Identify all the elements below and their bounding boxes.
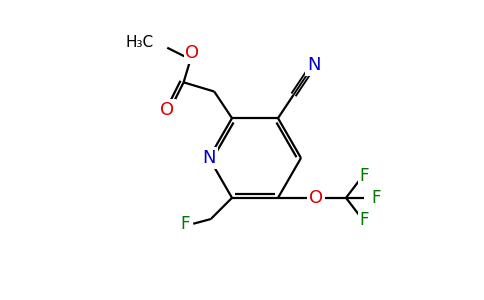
Text: F: F — [359, 211, 369, 229]
Text: N: N — [202, 149, 216, 167]
Text: N: N — [307, 56, 320, 74]
Text: F: F — [371, 189, 381, 207]
Text: F: F — [181, 215, 190, 233]
Text: O: O — [309, 189, 323, 207]
Text: H₃C: H₃C — [125, 35, 153, 50]
Text: O: O — [185, 44, 199, 62]
Text: F: F — [359, 167, 369, 185]
Text: O: O — [160, 101, 174, 119]
